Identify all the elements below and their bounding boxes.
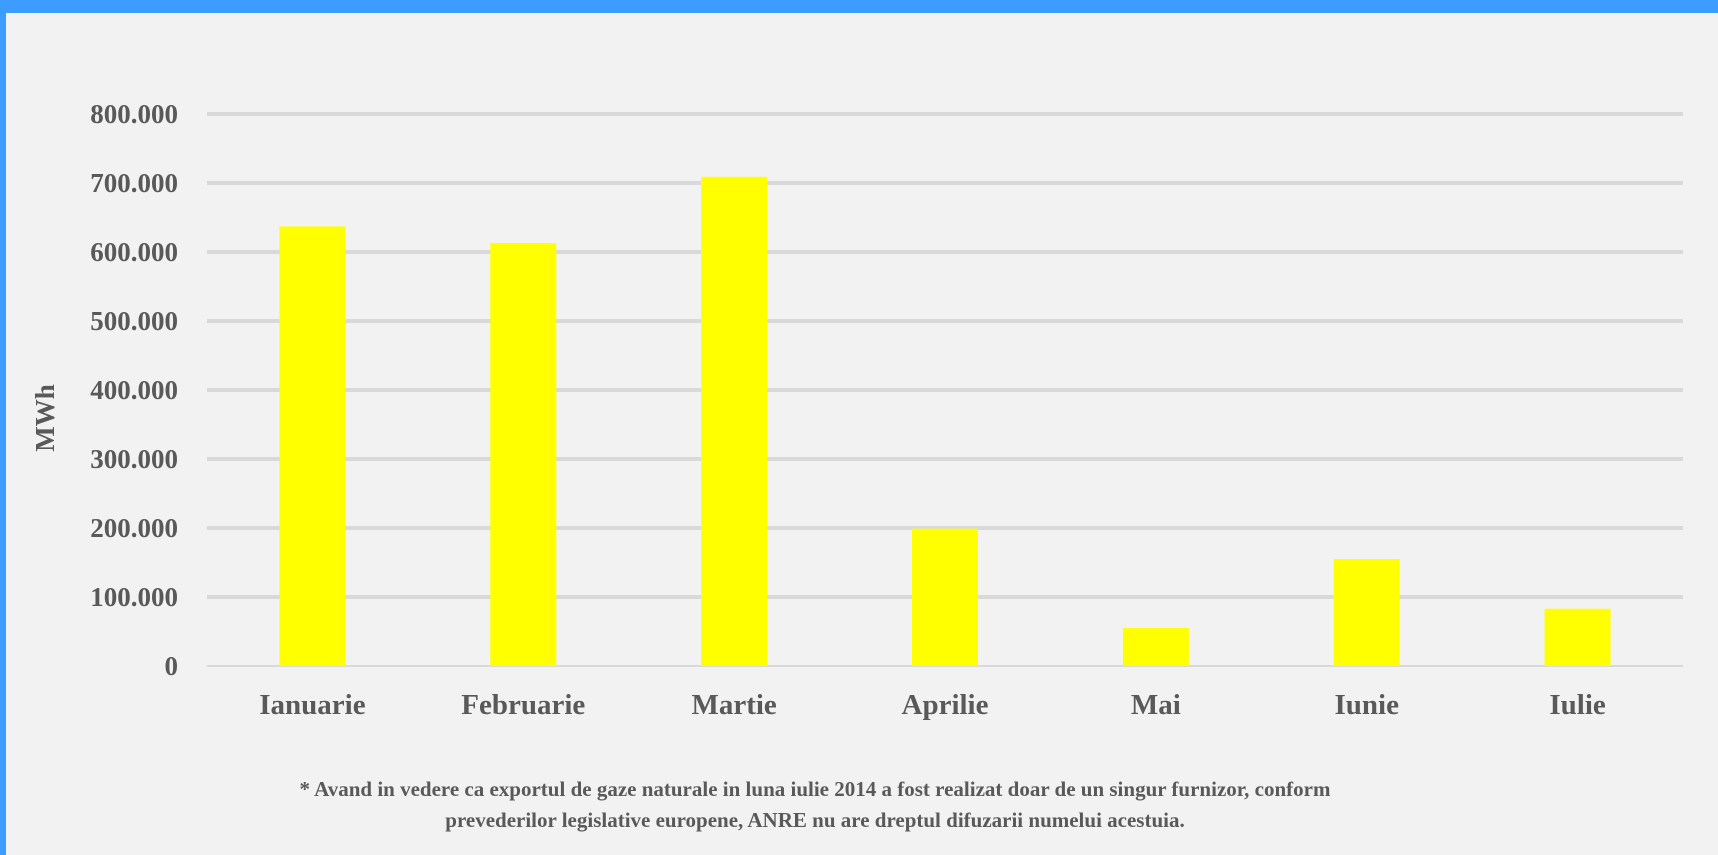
bars (279, 176, 1611, 667)
bar-iunie (1333, 559, 1400, 666)
y-axis-ticks: 0 100.000 200.000 300.000 400.000 500.000 600.… (90, 99, 178, 681)
footnote: * Avand in vedere ca exportul de gaze na… (240, 774, 1390, 836)
x-tick-label: Martie (691, 689, 776, 721)
y-tick-label: 300.000 (90, 444, 178, 474)
footnote-line-1: * Avand in vedere ca exportul de gaze na… (299, 777, 1331, 801)
bar-ianuarie (279, 226, 346, 666)
y-tick-label: 400.000 (90, 375, 178, 405)
footnote-line-2: prevederilor legislative europene, ANRE … (445, 808, 1185, 832)
bar-mai (1122, 628, 1189, 666)
x-tick-label: Ianuarie (259, 689, 365, 721)
x-tick-label: Mai (1131, 689, 1181, 721)
x-tick-label: Iulie (1549, 689, 1606, 721)
bar-iulie (1544, 608, 1611, 666)
x-tick-label: Iunie (1334, 689, 1399, 721)
x-axis-ticks: Ianuarie Februarie Martie Aprilie Mai Iunie Iu… (259, 689, 1606, 721)
y-tick-label: 100.000 (90, 582, 178, 612)
bar-aprilie (912, 528, 978, 666)
x-tick-label: Aprilie (902, 689, 989, 721)
y-axis-title: MWh (30, 384, 60, 452)
bar-martie (701, 176, 768, 667)
y-tick-label: 200.000 (90, 513, 178, 543)
x-tick-label: Februarie (461, 689, 585, 721)
y-tick-label: 500.000 (90, 306, 178, 336)
y-tick-label: 600.000 (90, 237, 178, 267)
y-tick-label: 700.000 (90, 168, 178, 198)
y-tick-label: 0 (165, 651, 179, 681)
y-tick-label: 800.000 (90, 99, 178, 129)
bar-februarie (490, 243, 557, 666)
